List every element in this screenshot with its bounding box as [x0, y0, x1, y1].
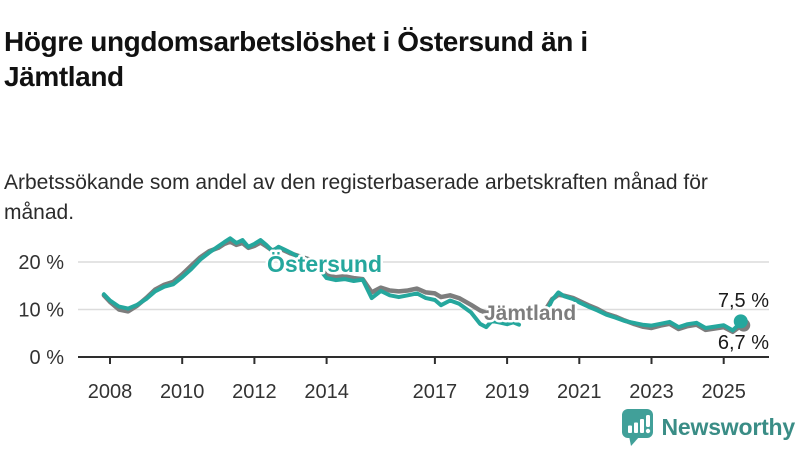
series-end-dot-ostersund [733, 314, 748, 329]
x-tick-label: 2010 [160, 381, 205, 403]
end-value-label-ostersund: 7,5 % [718, 290, 769, 312]
x-tick-label: 2025 [701, 381, 746, 403]
chart-subtitle: Arbetssökande som andel av den registerb… [4, 171, 708, 224]
series-line-jamtland [101, 239, 745, 335]
x-tick-label: 2014 [304, 381, 349, 403]
newsworthy-logo-text: Newsworthy [661, 414, 796, 440]
y-tick-label: 0 % [30, 347, 65, 369]
chart-title: Högre ungdomsarbetslöshet i Östersund än… [4, 25, 588, 92]
y-tick-label: 10 % [18, 300, 64, 322]
x-tick-label: 2008 [88, 381, 133, 403]
newsworthy-logo-icon [621, 409, 653, 446]
x-tick-label: 2019 [485, 381, 530, 403]
series-line-ostersund [101, 236, 744, 333]
end-value-label-jamtland: 6,7 % [718, 332, 769, 354]
series-label-ostersund: Östersund [267, 251, 382, 277]
x-tick-label: 2023 [629, 381, 674, 403]
y-tick-label: 20 % [18, 252, 64, 274]
x-tick-label: 2012 [232, 381, 277, 403]
x-tick-label: 2021 [557, 381, 602, 403]
newsworthy-logo[interactable]: Newsworthy [621, 408, 795, 447]
series-label-jamtland: Jämtland [484, 302, 576, 325]
x-tick-label: 2017 [413, 381, 458, 403]
